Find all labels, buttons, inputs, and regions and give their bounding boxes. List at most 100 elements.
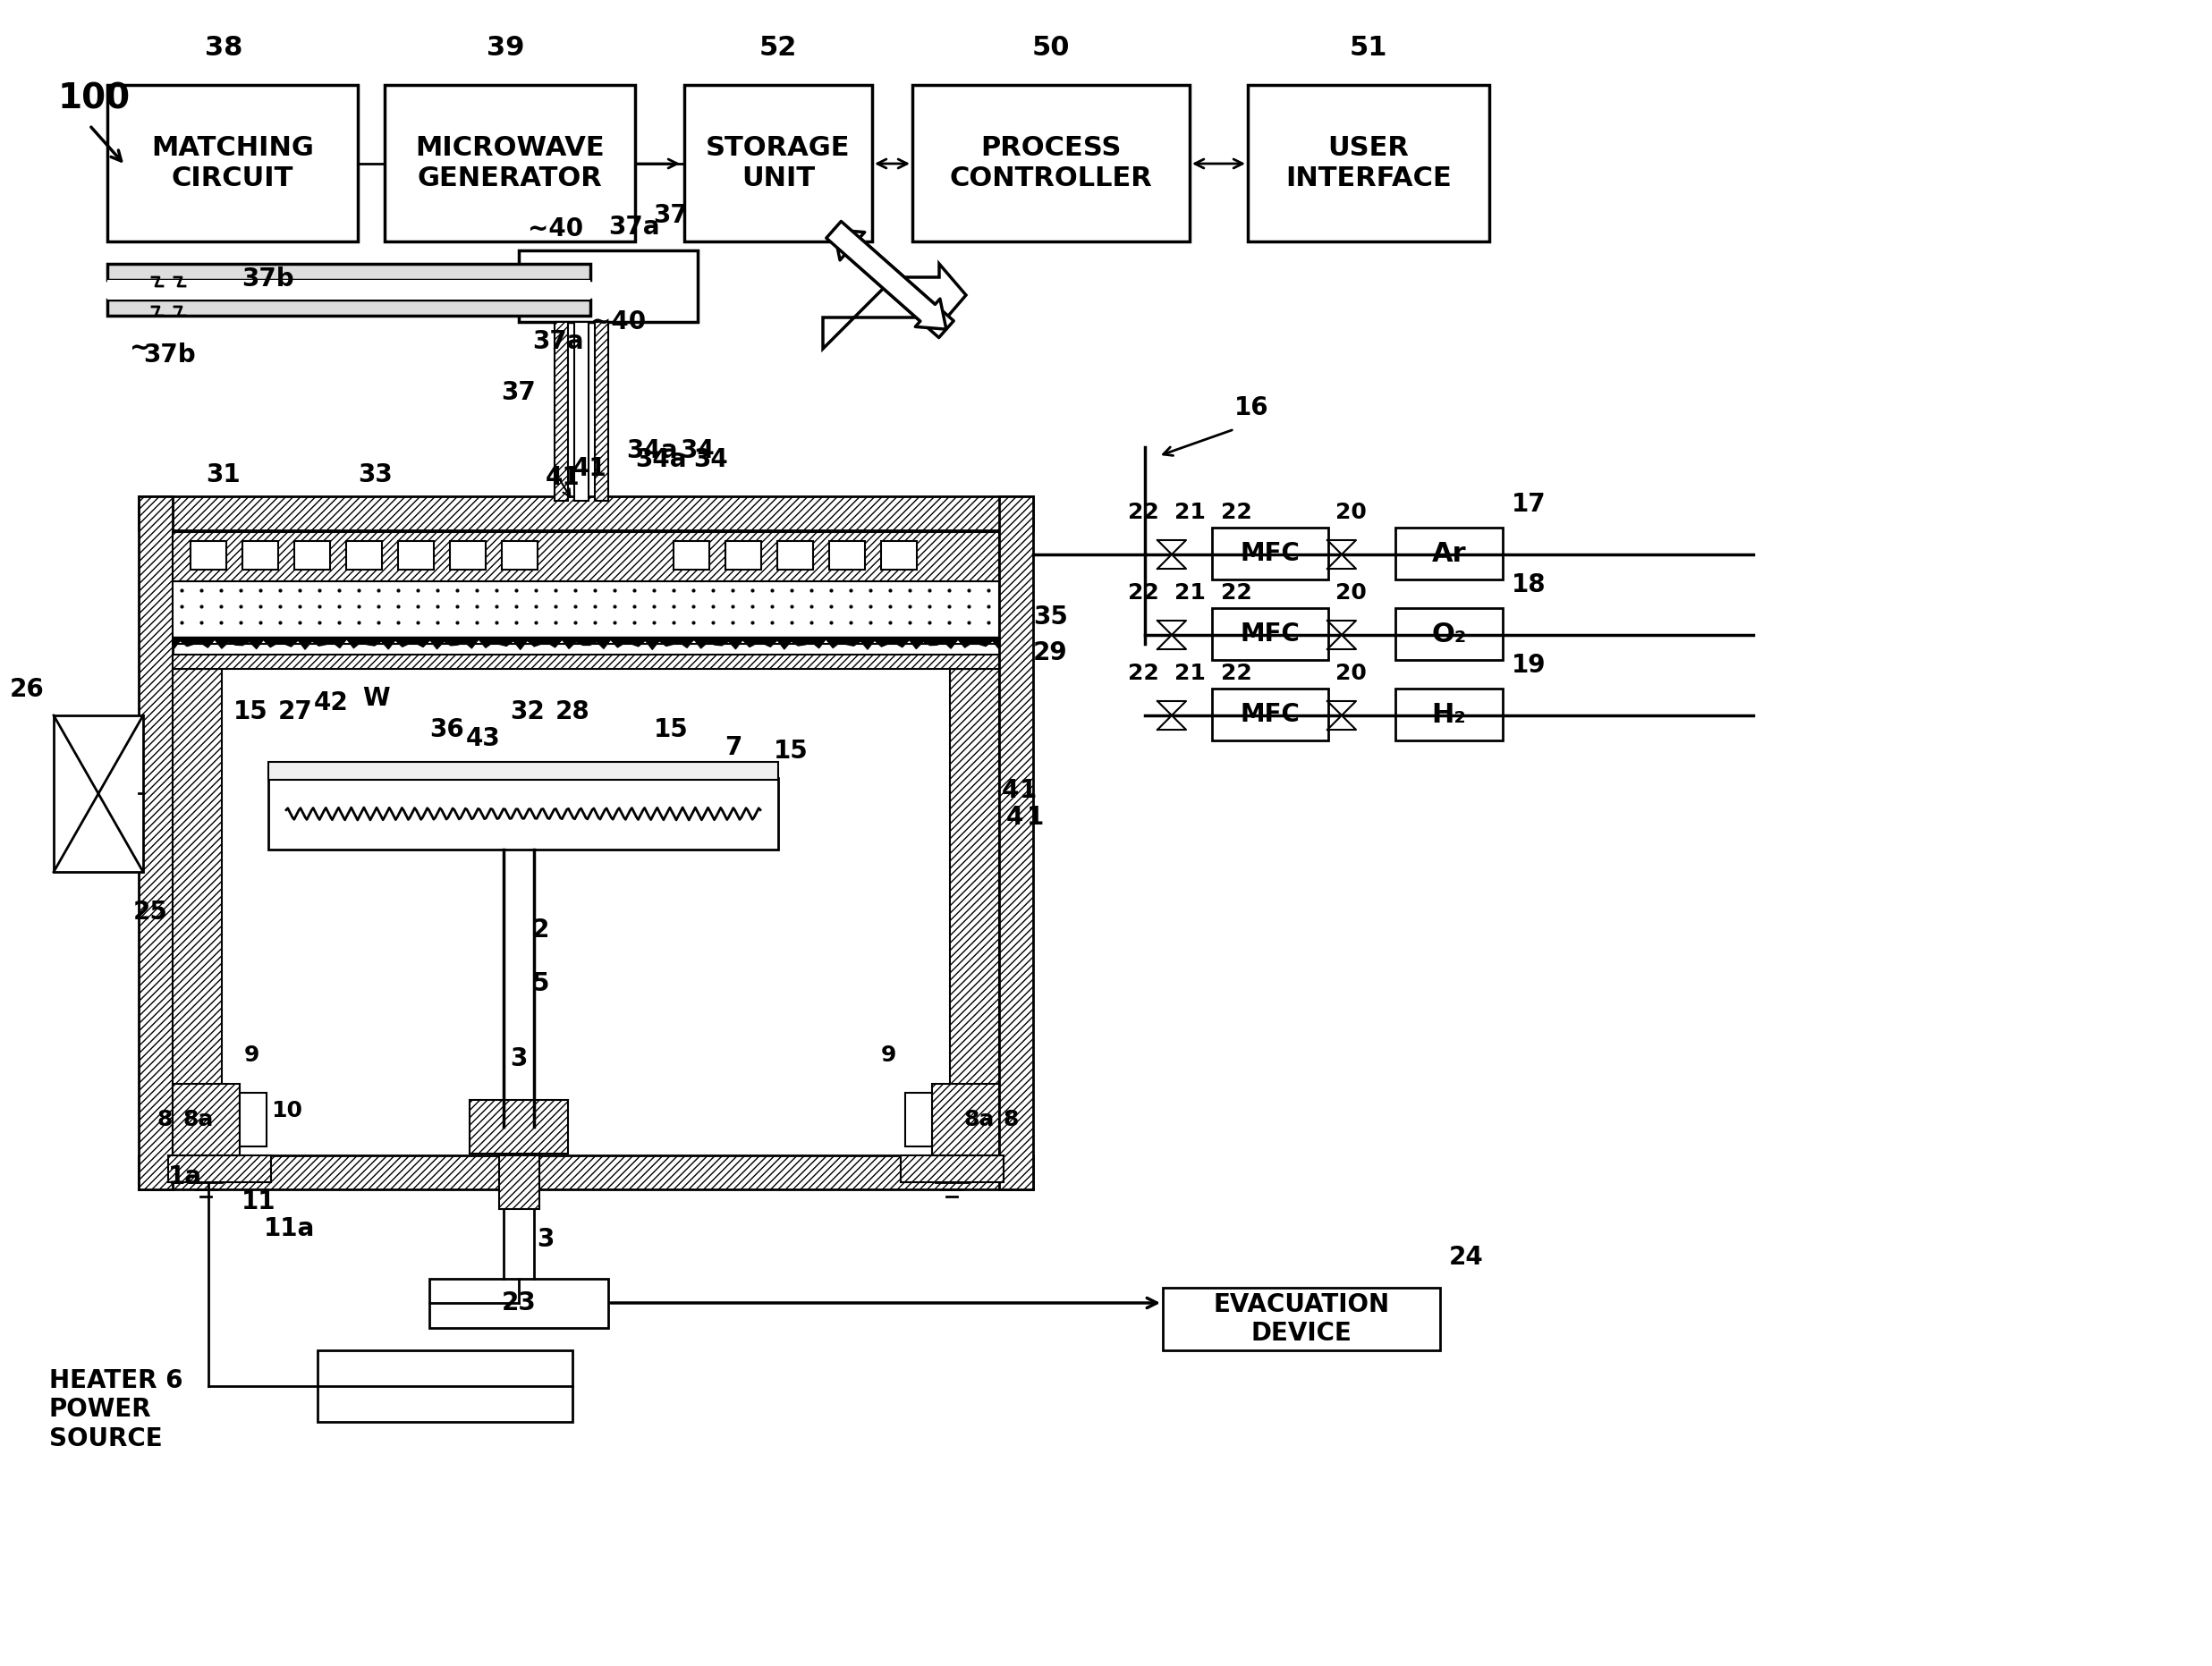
Bar [398, 541, 434, 570]
Bar [429, 1279, 608, 1328]
Bar [345, 541, 383, 570]
Bar [173, 531, 1000, 581]
Text: 32: 32 [511, 700, 544, 725]
Text: 8: 8 [157, 1110, 173, 1130]
Text: STORAGE
UNIT: STORAGE UNIT [706, 135, 849, 192]
Polygon shape [1157, 555, 1186, 568]
Bar [1212, 688, 1327, 740]
Bar [575, 322, 588, 501]
Text: 2: 2 [533, 918, 549, 943]
Text: 20: 20 [1336, 501, 1367, 523]
Text: EVACUATION
DEVICE: EVACUATION DEVICE [1212, 1293, 1389, 1346]
Bar [1396, 528, 1502, 580]
Bar [776, 541, 814, 570]
Bar [294, 541, 330, 570]
Bar [1396, 688, 1502, 740]
Text: 37b: 37b [241, 267, 294, 292]
Text: 35: 35 [1033, 605, 1068, 630]
Text: 5: 5 [533, 971, 549, 996]
Text: 22: 22 [1128, 581, 1159, 603]
Text: 43: 43 [467, 726, 500, 751]
Text: 3: 3 [511, 1046, 526, 1071]
Text: 15: 15 [774, 738, 807, 763]
Text: 41: 41 [546, 465, 580, 490]
Polygon shape [1327, 715, 1356, 730]
FancyArrowPatch shape [827, 222, 947, 330]
Bar [1212, 528, 1327, 580]
Bar [139, 1156, 1033, 1190]
Text: 20: 20 [1336, 663, 1367, 685]
Polygon shape [1157, 715, 1186, 730]
Text: 100: 100 [58, 82, 131, 117]
Bar [595, 322, 608, 501]
Text: 22: 22 [1221, 581, 1252, 603]
Text: HEATER 6
POWER
SOURCE: HEATER 6 POWER SOURCE [49, 1368, 184, 1451]
Bar [168, 1156, 272, 1183]
Bar [268, 778, 779, 850]
Bar [1000, 496, 1033, 1190]
Bar [1164, 1288, 1440, 1351]
FancyArrowPatch shape [834, 230, 953, 338]
Text: O₂: O₂ [1431, 621, 1467, 646]
Text: 50: 50 [1033, 35, 1071, 62]
Text: 22: 22 [1221, 663, 1252, 685]
Text: 37a: 37a [608, 215, 659, 240]
Bar [239, 1093, 268, 1146]
Text: H₂: H₂ [1431, 701, 1467, 728]
Text: 37a: 37a [533, 330, 584, 355]
Text: 8a: 8a [184, 1110, 215, 1130]
Bar [931, 1085, 1000, 1156]
Bar [319, 1351, 573, 1421]
Text: W: W [363, 686, 389, 711]
Bar [949, 670, 1000, 1156]
Bar [243, 541, 279, 570]
Bar [268, 761, 779, 780]
Bar [385, 85, 635, 242]
Polygon shape [1327, 555, 1356, 568]
Text: USER
INTERFACE: USER INTERFACE [1285, 135, 1451, 192]
Text: 1: 1 [1026, 805, 1044, 830]
Text: 39: 39 [487, 35, 524, 62]
Text: 22: 22 [1221, 501, 1252, 523]
Bar [108, 300, 591, 315]
Bar [173, 530, 1000, 1156]
Polygon shape [1327, 621, 1356, 635]
Text: 3: 3 [538, 1226, 553, 1251]
Polygon shape [823, 263, 967, 348]
Text: Ar: Ar [1431, 540, 1467, 566]
Bar [1248, 85, 1489, 242]
Bar [139, 496, 1033, 530]
Text: 21: 21 [1175, 663, 1206, 685]
Bar [173, 581, 1000, 643]
Text: 10: 10 [272, 1100, 303, 1121]
Bar [726, 541, 761, 570]
Text: 29: 29 [1033, 640, 1068, 665]
Text: 24: 24 [1449, 1245, 1484, 1269]
Text: 41: 41 [573, 456, 606, 481]
Text: 18: 18 [1511, 573, 1546, 598]
Bar [449, 541, 487, 570]
Text: PROCESS
CONTROLLER: PROCESS CONTROLLER [949, 135, 1152, 192]
Bar [469, 1100, 568, 1153]
Bar [108, 85, 358, 242]
Polygon shape [1327, 540, 1356, 555]
Text: MICROWAVE
GENERATOR: MICROWAVE GENERATOR [416, 135, 604, 192]
Text: ~: ~ [131, 337, 150, 362]
Bar [53, 715, 144, 871]
Bar [108, 263, 591, 280]
Text: 38: 38 [206, 35, 243, 62]
Text: 19: 19 [1511, 653, 1546, 678]
Bar [520, 250, 697, 322]
Bar [1396, 608, 1502, 660]
Text: 37: 37 [653, 203, 688, 228]
Bar [108, 280, 591, 300]
Polygon shape [1327, 701, 1356, 715]
Text: 25: 25 [133, 900, 168, 925]
Text: 1a: 1a [168, 1165, 201, 1190]
Text: 28: 28 [555, 700, 591, 725]
Text: 15: 15 [653, 716, 688, 743]
Bar [500, 1156, 540, 1210]
Text: MFC: MFC [1241, 621, 1301, 646]
Text: 4: 4 [1002, 778, 1020, 803]
Text: 22: 22 [1128, 501, 1159, 523]
